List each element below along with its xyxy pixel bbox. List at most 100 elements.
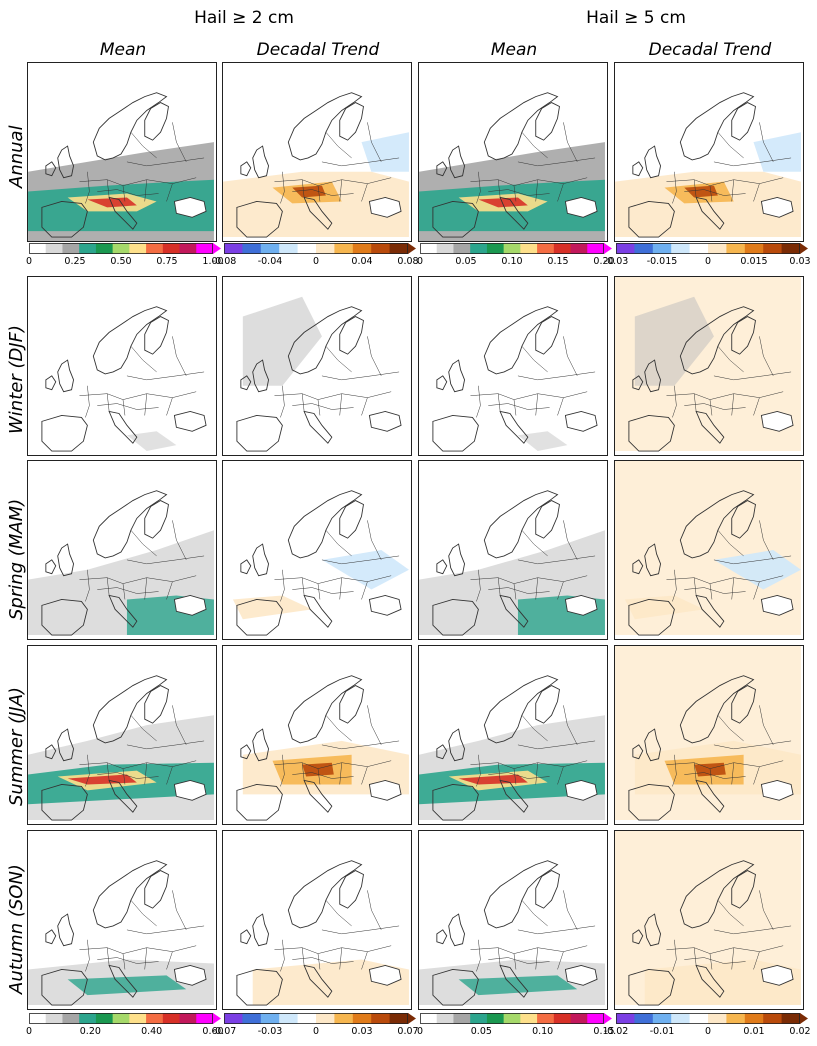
country-border (106, 762, 110, 781)
coastline (287, 860, 363, 929)
colorbar-segment (486, 243, 505, 254)
country-border (672, 754, 677, 787)
map-panel-annual-trend-2cm (222, 62, 412, 242)
coastline (448, 913, 466, 947)
coastline (499, 594, 529, 628)
coastline (448, 145, 466, 179)
row-title-winter: Winter (DJF) (6, 324, 27, 434)
country-border (517, 555, 596, 565)
country-border (325, 715, 352, 742)
country-border (557, 183, 564, 202)
coastline (45, 559, 57, 575)
black-sea (173, 965, 207, 986)
country-border (709, 399, 713, 416)
colorbar-tick-label: 0 (704, 1026, 712, 1037)
coastline (483, 306, 559, 375)
country-border (535, 947, 538, 970)
coastline (695, 196, 725, 230)
coastline (287, 490, 363, 559)
country-border (122, 185, 126, 202)
colorbar-segment (352, 243, 372, 254)
country-border (361, 766, 368, 785)
coastline (644, 145, 662, 179)
country-border (274, 391, 392, 400)
country-border (166, 766, 173, 785)
coastline (535, 870, 560, 909)
hail-field-shading (292, 185, 326, 198)
europe-map (615, 831, 801, 1006)
europe-map (419, 92, 605, 241)
colorbar-extend-arrow (800, 1013, 808, 1024)
colorbar-tick-label: -0.07 (211, 1026, 237, 1037)
country-border (731, 577, 734, 600)
country-border (470, 945, 588, 954)
coastline (632, 744, 644, 760)
colorbar-tick-label: -0.02 (603, 1026, 629, 1037)
colorbar-tick-label: 0.60 (202, 1026, 224, 1037)
country-border (122, 399, 126, 416)
country-border (759, 336, 774, 376)
colorbar-extend-arrow (408, 243, 416, 254)
colorbar-segment (162, 1013, 181, 1024)
country-border (280, 939, 285, 972)
coastline (236, 200, 283, 238)
country-border (497, 577, 501, 596)
coastline (252, 359, 270, 393)
map-panel-autumn-mean-2cm (27, 830, 217, 1010)
country-border (130, 900, 157, 927)
country-border (513, 399, 517, 416)
country-border (470, 177, 588, 186)
colorbar-annual-1 (224, 243, 416, 254)
country-border (367, 890, 382, 930)
country-border (513, 185, 517, 202)
column-title-trend-2cm: Decadal Trend (256, 40, 380, 60)
coastline (303, 964, 333, 998)
colorbar-tick-label: 0.50 (110, 256, 132, 267)
colorbar-segment (470, 1013, 488, 1024)
coastline (432, 414, 479, 452)
colorbar-segment (453, 243, 471, 254)
black-sea (564, 411, 598, 432)
group-title-hail-5cm: Hail ≥ 5 cm (586, 8, 686, 28)
coastline (448, 359, 466, 393)
country-border (301, 577, 305, 596)
colorbar-segment (634, 1013, 654, 1024)
coastline (303, 779, 333, 813)
colorbar-segment (242, 243, 262, 254)
country-border (317, 583, 321, 600)
country-border (517, 740, 596, 750)
country-border (361, 397, 368, 416)
colorbar-segment (62, 243, 80, 254)
black-sea (564, 595, 598, 616)
coastline (41, 968, 88, 1006)
country-border (79, 575, 197, 584)
colorbar-tick-label: 0.04 (351, 256, 373, 267)
colorbar-tick-label: 0 (704, 256, 712, 267)
coastline (45, 929, 57, 945)
colorbar-segment (316, 1013, 335, 1024)
europe-map (41, 306, 207, 452)
country-border (325, 900, 352, 927)
colorbar-frame (224, 243, 408, 254)
colorbar-segment (179, 1013, 197, 1024)
colorbar-segment (537, 1013, 555, 1024)
colorbar-segment (420, 1013, 438, 1024)
country-border (144, 393, 147, 416)
colorbar-segment (79, 243, 97, 254)
country-border (317, 399, 321, 416)
country-border (85, 171, 90, 204)
country-border (317, 768, 321, 785)
colorbar-frame (616, 1013, 800, 1024)
country-border (339, 577, 342, 600)
map-panel-summer-mean-5cm (418, 645, 608, 825)
coastline (628, 968, 675, 1006)
country-border (144, 947, 147, 970)
colorbar-segment (587, 243, 605, 254)
country-border (666, 391, 784, 400)
coastline (644, 728, 662, 762)
country-border (292, 403, 354, 410)
country-border (321, 740, 400, 750)
country-border (476, 939, 481, 972)
country-border (292, 772, 354, 779)
colorbar-annual-2 (420, 243, 612, 254)
